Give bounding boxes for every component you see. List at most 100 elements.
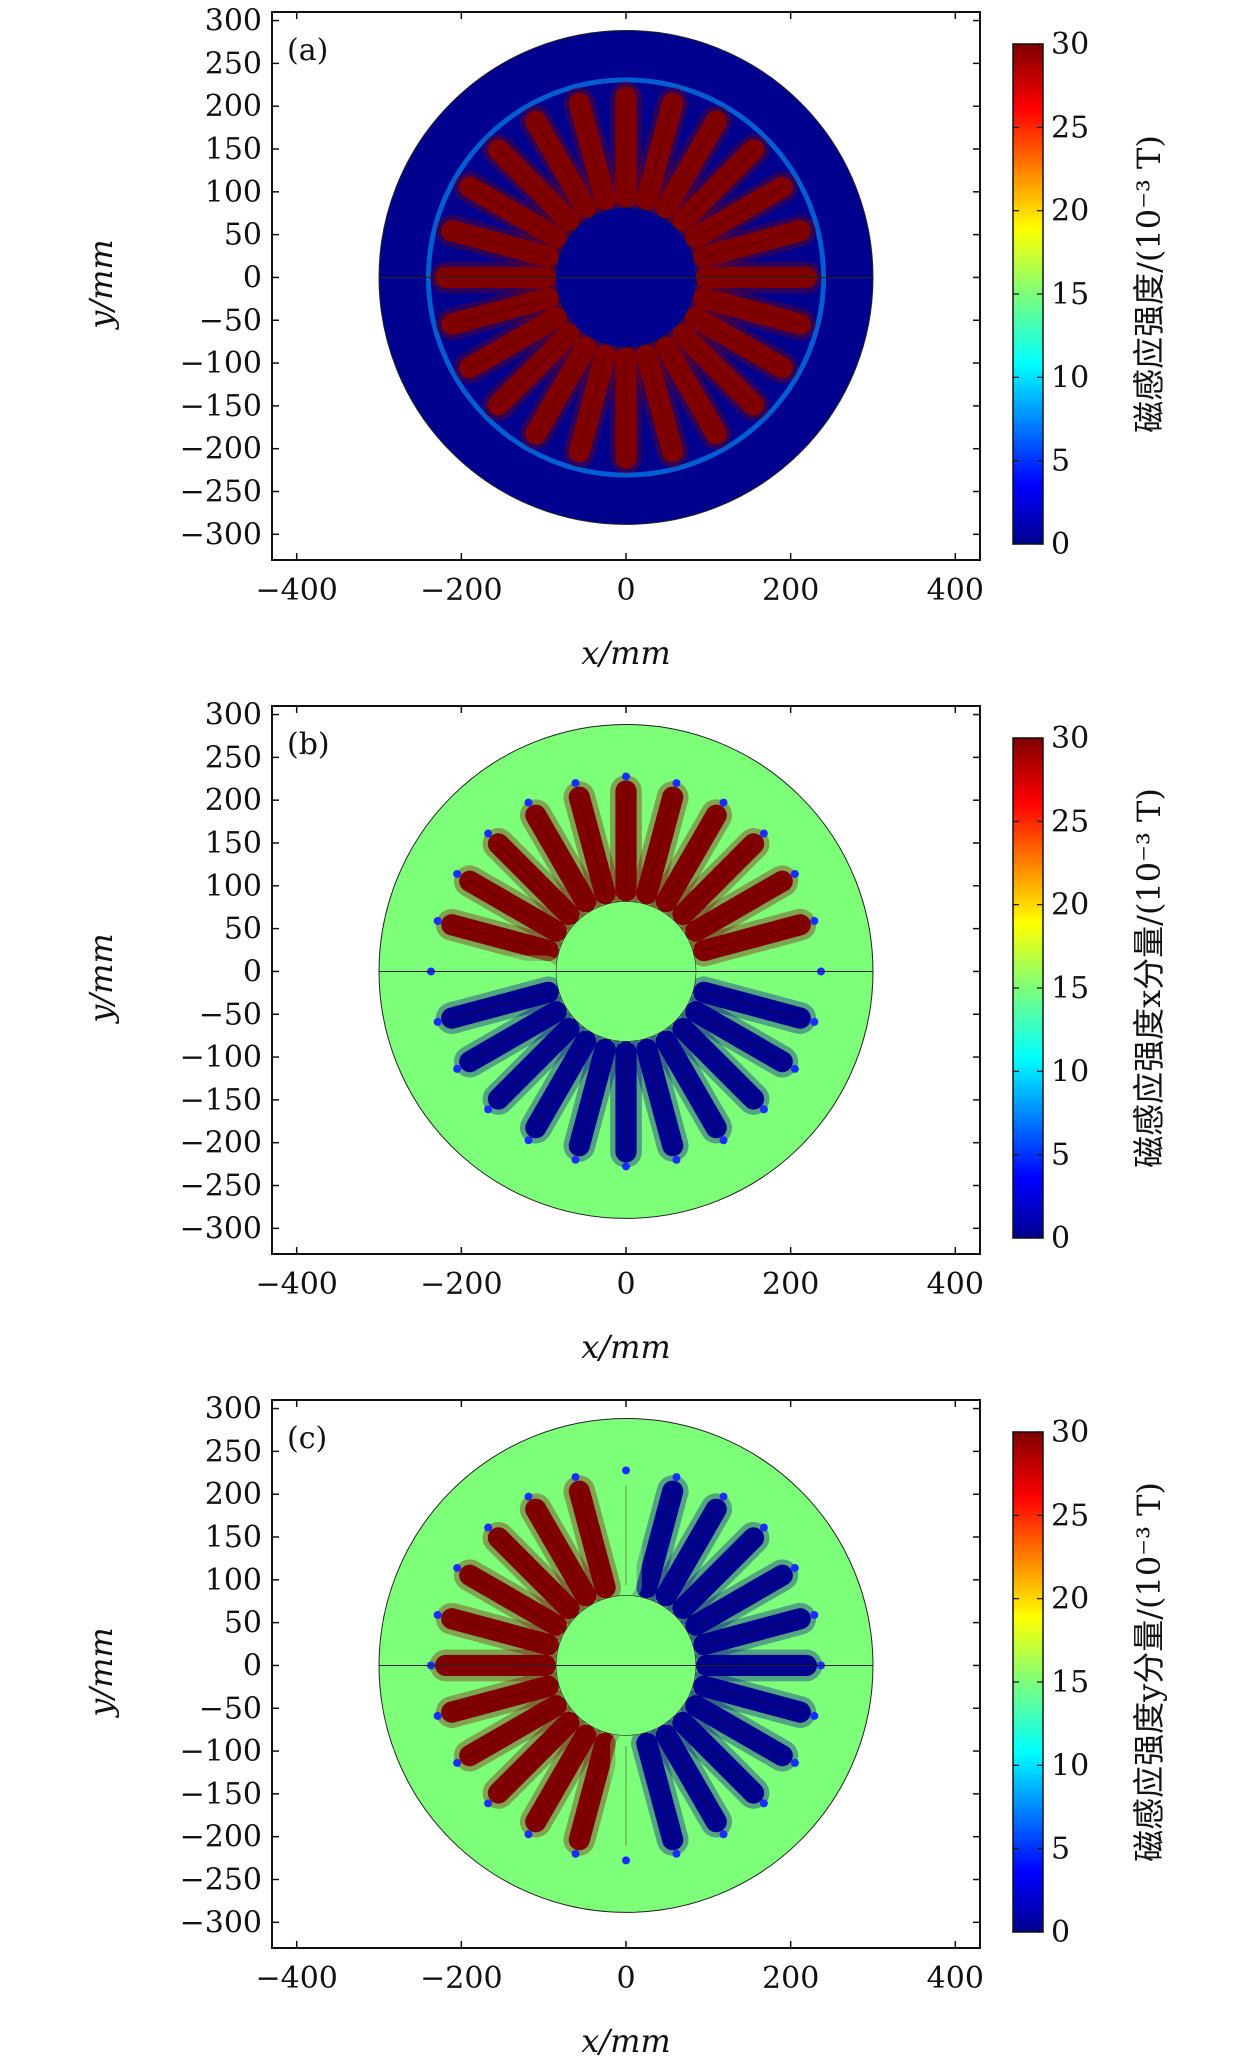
slot-centerline (665, 1509, 717, 1596)
slot-centerline (535, 815, 587, 902)
colorbar-tick-label: 20 (1051, 888, 1089, 923)
slot-tip-marker (484, 1523, 493, 1532)
slot-centerline (451, 297, 549, 325)
slot-tip-marker (571, 779, 580, 788)
slot-centerline (665, 1041, 717, 1128)
slot-centerline (469, 186, 557, 238)
x-axis-label-b: x/mm (581, 1328, 671, 1366)
slot-tip-marker (524, 798, 533, 807)
slot-tip-marker (672, 1849, 681, 1858)
slot-tip-marker (453, 1758, 462, 1767)
x-tick-label: 200 (762, 1267, 819, 1302)
y-tick-label: 0 (243, 954, 262, 989)
slot-centerline (469, 1705, 557, 1756)
x-tick-label: 200 (762, 1961, 819, 1996)
colorbar-tick-label: 30 (1051, 27, 1089, 62)
colorbar-tick-label: 10 (1051, 1054, 1089, 1089)
panel-a: 300250200150100500−50−100−150−200−250−30… (82, 4, 1168, 672)
slot-tip-marker (672, 1473, 681, 1482)
slot-centerline (498, 334, 570, 406)
y-axis-label-c: y/mm (82, 1627, 120, 1719)
slot-tip-marker (524, 1492, 533, 1501)
y-tick-label: −300 (180, 517, 262, 552)
slot-centerline (451, 230, 549, 257)
colorbar-tick-label: 25 (1051, 804, 1089, 839)
slot-centerline (703, 1618, 801, 1645)
y-axis-label-a: y/mm (82, 239, 120, 331)
y-tick-label: −200 (180, 1126, 262, 1161)
y-tick-label: 300 (205, 4, 262, 39)
slot-tip-marker (524, 1830, 533, 1839)
slot-centerline (646, 797, 674, 894)
slot-centerline (665, 347, 717, 434)
colorbar-tick-label: 5 (1051, 1832, 1070, 1867)
panel-c: 300250200150100500−50−100−150−200−250−30… (82, 1392, 1168, 2060)
slot-centerline (451, 991, 549, 1019)
slot-tip-marker (790, 1758, 799, 1767)
y-tick-label: −150 (180, 1777, 262, 1812)
colorbar-tick-label: 0 (1051, 1221, 1070, 1256)
slot-centerline (578, 1049, 606, 1146)
slot-tip-marker (810, 1017, 819, 1026)
slot-centerline (498, 1537, 570, 1609)
slot-centerline (578, 1743, 606, 1840)
slot-centerline (703, 991, 801, 1019)
slot-centerline (703, 230, 801, 257)
x-tick-label: −400 (255, 1961, 337, 1996)
x-tick-label: −200 (420, 1267, 502, 1302)
slot-tip-marker (453, 1064, 462, 1073)
slot-centerline (578, 1491, 606, 1588)
y-axis-c: 300 250 200 150 100 50 0 −50 −100 −150 −200 −250 −30… (180, 1392, 980, 1940)
slot-centerline (469, 1011, 557, 1062)
slot-tip-marker (790, 869, 799, 878)
y-tick-label: 200 (205, 89, 262, 124)
x-tick-label: −200 (420, 1961, 502, 1996)
slot-tip-marker (433, 1711, 442, 1720)
y-tick-label: −200 (180, 1820, 262, 1855)
colorbar-label-b: 磁感应强度x分量/(10⁻³ T) (1130, 788, 1168, 1168)
y-tick-label: −50 (199, 303, 262, 338)
colorbar-a: 0 5 10 15 20 25 30 (1012, 27, 1089, 562)
colorbar-tick-label: 30 (1051, 721, 1089, 756)
y-tick-label: −250 (180, 475, 262, 510)
colorbar-tick-label: 0 (1051, 527, 1070, 562)
y-axis-label-b: y/mm (82, 933, 120, 1025)
slot-tip-marker (453, 869, 462, 878)
slot-centerline (451, 1685, 549, 1713)
slot-centerline (703, 1685, 801, 1713)
panel-tag-b: (b) (287, 727, 330, 762)
slot-centerline (578, 103, 606, 200)
slot-centerline (703, 924, 801, 951)
y-axis-b: 300 250 200 150 100 50 0 −50 −100 −150 −200 −250 −30… (180, 698, 980, 1246)
y-tick-label: −150 (180, 1083, 262, 1118)
slot-tip-marker (524, 1136, 533, 1145)
slot-tip-marker (622, 1856, 630, 1865)
y-tick-label: 250 (205, 740, 262, 775)
y-tick-label: −100 (180, 1040, 262, 1075)
slot-centerline (682, 1722, 754, 1794)
slot-centerline (535, 1041, 587, 1128)
slot-centerline (682, 149, 754, 221)
y-tick-label: −50 (199, 1691, 262, 1726)
slot-tip-marker (484, 1799, 493, 1808)
colorbar-tick-label: 20 (1051, 1582, 1089, 1617)
slot-centerline (498, 149, 570, 221)
y-axis-a: 300 250 200 150 100 50 0 −50 −100 −150 −200 −250 −30… (180, 4, 980, 552)
slot-centerline (469, 317, 557, 368)
colorbar-tick-label: 5 (1051, 444, 1070, 479)
slot-centerline (695, 1574, 783, 1626)
slot-tip-marker (719, 1830, 728, 1839)
y-tick-label: 300 (205, 698, 262, 733)
slot-centerline (451, 1618, 549, 1645)
slot-tip-marker (484, 829, 493, 838)
x-tick-label: 0 (616, 1961, 635, 1996)
slot-centerline (682, 1537, 754, 1609)
x-axis-label-a: x/mm (581, 634, 671, 672)
slot-centerline (578, 797, 606, 894)
colorbar-tick-label: 15 (1051, 277, 1089, 312)
slot-centerline (646, 1743, 674, 1840)
slot-tip-marker (790, 1563, 799, 1572)
slot-centerline (695, 186, 783, 238)
heatmap-plot-b (272, 706, 980, 1254)
y-tick-label: 150 (205, 826, 262, 861)
